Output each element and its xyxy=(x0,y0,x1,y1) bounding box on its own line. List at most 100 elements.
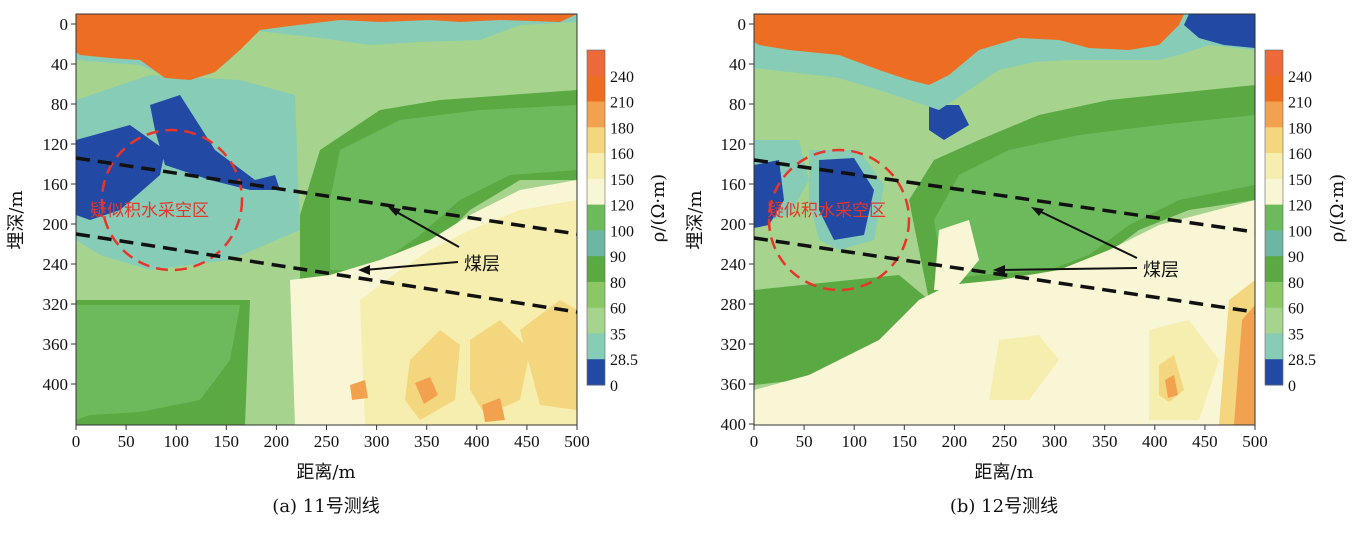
colorbar-tick-label: 160 xyxy=(610,146,634,163)
x-tick-label: 300 xyxy=(1042,432,1068,451)
colorbar-band xyxy=(1265,359,1283,386)
panel-b: 疑似积水采空区 煤层 0 50 100 150 200 250 300 350 400 450 50… xyxy=(679,0,1359,533)
y-tick-label: 160 xyxy=(721,175,747,194)
y-tick-label: 320 xyxy=(721,335,747,354)
colorbar-band xyxy=(587,127,605,154)
y-axis-label: 埋深/m xyxy=(6,190,27,249)
colorbar-tick-label: 240 xyxy=(610,69,634,86)
x-tick-label: 500 xyxy=(564,432,590,451)
y-tick-label: 280 xyxy=(721,295,747,314)
x-tick-label: 200 xyxy=(264,432,290,451)
y-tick-label: 240 xyxy=(43,255,69,274)
caption: (b) 12号测线 xyxy=(950,496,1058,517)
colorbar-band xyxy=(1265,281,1283,309)
colorbar-tick-label: 210 xyxy=(1288,95,1312,112)
x-tick-labels: 0 50 100 150 200 250 300 350 400 450 500 xyxy=(72,425,590,451)
colorbar-frame xyxy=(586,49,606,386)
colorbar-tick-label: 240 xyxy=(1288,69,1312,86)
colorbar-band xyxy=(587,281,605,309)
zone-blue-left xyxy=(754,160,784,228)
colorbar-tick-label: 28.5 xyxy=(1288,352,1316,369)
x-axis-label: 距离/m xyxy=(974,462,1033,483)
x-tick-label: 0 xyxy=(72,432,81,451)
y-tick-label: 0 xyxy=(60,15,69,34)
x-tick-label: 450 xyxy=(514,432,540,451)
y-tick-label: 200 xyxy=(721,215,747,234)
x-tick-label: 200 xyxy=(942,432,968,451)
caption: (a) 11号测线 xyxy=(272,496,379,517)
zone-orange-spot-3 xyxy=(350,380,368,400)
colorbar-tick-label: 100 xyxy=(610,223,634,240)
zone-orange-spot-2 xyxy=(482,398,505,422)
y-tick-label: 360 xyxy=(43,335,69,354)
zone-light-notch xyxy=(934,220,979,290)
zone-orange-spot xyxy=(1165,375,1178,398)
zone-yellow-2 xyxy=(470,320,530,415)
x-tick-label: 400 xyxy=(1142,432,1168,451)
colorbar-band xyxy=(1265,50,1283,77)
x-tick-label: 250 xyxy=(314,432,340,451)
x-axis-label: 距离/m xyxy=(296,462,355,483)
chart-a: 疑似积水采空区 煤层 0 50 100 150 200 250 300 350 400 450 50… xyxy=(6,13,669,517)
y-tick-label: 120 xyxy=(43,135,69,154)
coal-seam-top-line xyxy=(753,158,1256,234)
y-tick-label: 360 xyxy=(721,375,747,394)
colorbar-tick-label: 0 xyxy=(610,378,618,395)
coal-arrow-2 xyxy=(998,267,1138,271)
x-tick-label: 400 xyxy=(464,432,490,451)
colorbar-tick-label: 28.5 xyxy=(610,352,638,369)
heatmap-a xyxy=(76,14,577,425)
colorbar-band xyxy=(1265,75,1283,103)
colorbar-tick-label: 210 xyxy=(610,95,634,112)
x-tick-label: 50 xyxy=(796,432,813,451)
colorbar-tick-label: 180 xyxy=(1288,120,1312,137)
zone-blue-left xyxy=(76,125,165,220)
x-tick-label: 100 xyxy=(163,432,189,451)
zone-blue-mid xyxy=(150,95,280,190)
x-tick-labels: 0 50 100 150 200 250 300 350 400 450 500 xyxy=(750,425,1268,451)
zone-yellow-1 xyxy=(405,330,460,420)
colorbar-band xyxy=(1265,178,1283,206)
zone-blue-mid xyxy=(819,158,874,240)
goaf-label: 疑似积水采空区 xyxy=(90,201,209,221)
colorbar-band xyxy=(587,256,605,283)
colorbar-tick-label: 90 xyxy=(610,249,626,266)
coal-label: 煤层 xyxy=(1143,260,1179,281)
y-tick-label: 400 xyxy=(43,375,69,394)
colorbar-band xyxy=(1265,153,1283,180)
y-tick-labels: 0 40 80 120 160 200 240 320 360 400 xyxy=(43,15,76,394)
zone-green-lower xyxy=(754,275,929,385)
goaf-label: 疑似积水采空区 xyxy=(767,201,886,221)
y-tick-label: 320 xyxy=(43,295,69,314)
coal-arrow-1-head xyxy=(1031,207,1044,216)
colorbar-band xyxy=(1265,127,1283,154)
colorbar-band xyxy=(587,75,605,103)
coal-arrow-2 xyxy=(363,261,459,271)
x-tick-label: 450 xyxy=(1192,432,1218,451)
colorbar-band xyxy=(1265,204,1283,231)
zone-pale-1 xyxy=(989,335,1059,400)
colorbar-tick-label: 60 xyxy=(1288,301,1304,318)
zone-blue-small xyxy=(929,105,969,140)
colorbar-tick-label: 0 xyxy=(1288,378,1296,395)
colorbar-tick-label: 180 xyxy=(610,120,634,137)
coal-arrow-1 xyxy=(392,209,460,248)
colorbar-frame xyxy=(1264,49,1284,386)
colorbar-tick-label: 35 xyxy=(610,326,626,343)
zone-green-lower-left-inner xyxy=(76,305,240,420)
y-tick-label: 40 xyxy=(729,55,746,74)
colorbar-band xyxy=(587,178,605,206)
x-tick-label: 150 xyxy=(214,432,240,451)
y-tick-label: 400 xyxy=(721,415,747,434)
heatmap-b xyxy=(754,14,1255,425)
x-tick-label: 50 xyxy=(118,432,135,451)
coal-arrow-1 xyxy=(1036,209,1138,259)
x-tick-label: 350 xyxy=(414,432,440,451)
x-tick-label: 350 xyxy=(1092,432,1118,451)
zone-orange-top xyxy=(754,14,1184,85)
zone-blue-top-right xyxy=(1184,14,1255,48)
y-tick-label: 200 xyxy=(43,215,69,234)
x-tick-label: 100 xyxy=(841,432,867,451)
zone-light-lower xyxy=(754,200,1255,425)
colorbar: 240 210 180 160 150 120 100 90 80 60 35 28.5 0 xyxy=(586,49,638,395)
